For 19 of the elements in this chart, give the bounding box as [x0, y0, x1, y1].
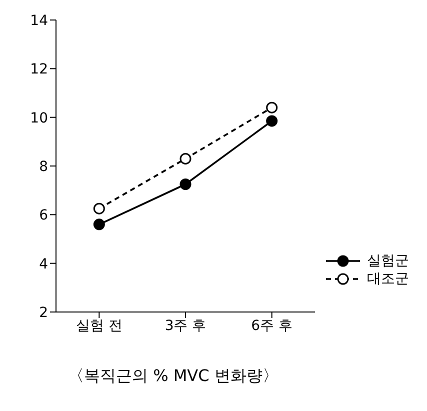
- y-tick-label: 2: [39, 304, 48, 321]
- text: 〈복직근의 % MVC 변화량〉: [68, 366, 280, 387]
- x-tick-label: 실험 전: [76, 318, 122, 334]
- point: [180, 178, 192, 190]
- point: [266, 102, 278, 114]
- y-tick-label: 10: [30, 110, 48, 126]
- point: [180, 152, 192, 164]
- y-tick-label: 6: [39, 208, 48, 224]
- y-tick-label: 8: [39, 158, 48, 175]
- legend-label: 실험군: [367, 252, 409, 270]
- y-tick-label: 12: [30, 62, 48, 78]
- point: [93, 202, 105, 214]
- y-tick-label: 14: [30, 12, 48, 29]
- point: [93, 218, 105, 230]
- legend-label: 대조군: [367, 270, 409, 288]
- x-tick-label: 3주 후: [164, 318, 206, 334]
- y-tick-label: 4: [39, 256, 48, 272]
- point: [266, 115, 278, 127]
- x-tick-label: 6주 후: [251, 318, 293, 334]
